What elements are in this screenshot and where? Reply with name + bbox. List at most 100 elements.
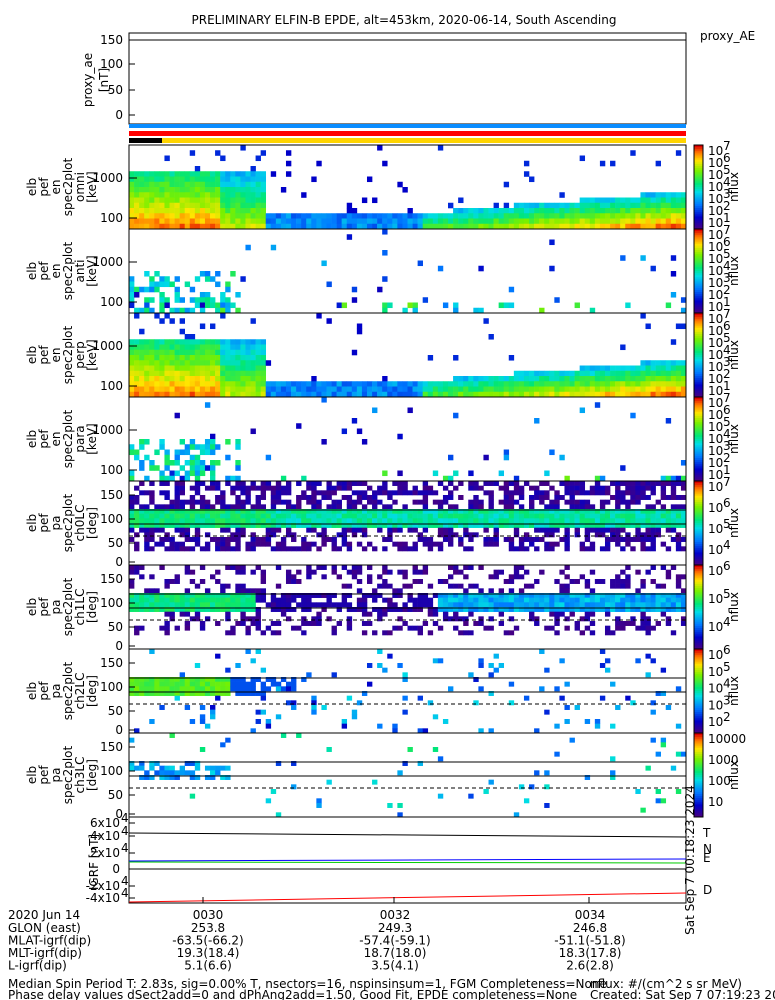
colorbar-step — [694, 504, 703, 507]
colorbar-step — [694, 781, 703, 784]
heatmap-cell — [311, 513, 317, 519]
heatmap-cell — [503, 495, 510, 500]
colorbar-step — [694, 428, 703, 431]
heatmap-cell — [306, 527, 312, 533]
heatmap-cell — [215, 593, 221, 598]
heatmap-cell — [559, 202, 565, 209]
heatmap-cell — [660, 202, 667, 209]
heatmap-cell — [640, 509, 646, 514]
heatmap-cell — [184, 208, 191, 214]
heatmap-cell — [184, 625, 191, 631]
heatmap-cell — [402, 709, 408, 715]
heatmap-cell — [574, 213, 580, 219]
heatmap-cell — [154, 761, 160, 766]
heatmap-cell — [544, 495, 550, 500]
colorbar-step — [694, 191, 703, 194]
heatmap-cell — [159, 349, 165, 356]
colorbar-step — [694, 520, 703, 524]
heatmap-cell — [184, 470, 191, 477]
heatmap-cell — [336, 546, 342, 552]
heatmap-cell — [169, 187, 175, 193]
heatmap-cell — [210, 607, 216, 612]
heatmap-cell — [574, 527, 580, 533]
heatmap-cell — [225, 509, 231, 514]
colorbar-step — [694, 607, 703, 610]
heatmap-cell — [397, 386, 403, 393]
heatmap-cell — [584, 513, 591, 519]
heatmap-cell — [154, 223, 160, 230]
heatmap-cell — [204, 271, 211, 277]
colorbar-step — [694, 439, 703, 442]
heatmap-cell — [387, 653, 393, 659]
heatmap-cell — [179, 386, 185, 393]
heatmap-cell — [321, 386, 327, 393]
heatmap-cell — [437, 509, 444, 514]
heatmap-cell — [204, 597, 211, 603]
heatmap-cell — [220, 499, 226, 505]
heatmap-cell — [645, 370, 651, 377]
heatmap-cell — [199, 187, 206, 193]
heatmap-cell — [210, 513, 216, 519]
heatmap-cell — [134, 686, 140, 692]
heatmap-cell — [549, 546, 555, 552]
heatmap-cell — [210, 593, 216, 598]
heatmap-cell — [169, 775, 175, 780]
heatmap-cell — [488, 518, 494, 524]
heatmap-cell — [453, 593, 459, 598]
heatmap-cell — [189, 593, 196, 598]
heatmap-cell — [422, 499, 429, 505]
heatmap-cell — [645, 513, 651, 519]
heatmap-cell — [559, 495, 565, 500]
colorbar-step — [694, 325, 703, 329]
heatmap-cell — [417, 513, 423, 519]
heatmap-cell — [144, 770, 150, 776]
heatmap-cell — [544, 504, 550, 510]
heatmap-cell — [189, 691, 196, 696]
heatmap-cell — [620, 218, 626, 225]
heatmap-cell — [665, 223, 672, 230]
heatmap-cell — [549, 541, 555, 547]
heatmap-cell — [437, 145, 444, 151]
heatmap-cell — [610, 197, 616, 204]
heatmap-cell — [280, 677, 287, 682]
heatmap-cell — [159, 439, 165, 445]
colorbar-step — [694, 497, 703, 501]
heatmap-cell — [291, 391, 297, 398]
heatmap-cell — [392, 723, 398, 729]
heatmap-cell — [225, 307, 231, 314]
heatmap-cell — [468, 218, 474, 225]
heatmap-cell — [245, 681, 251, 687]
heatmap-cell — [260, 518, 267, 524]
heatmap-cell — [149, 681, 155, 687]
heatmap-cell — [503, 386, 510, 393]
heatmap-cell — [650, 700, 656, 706]
heatmap-cell — [321, 574, 327, 580]
heatmap-cell — [220, 218, 226, 225]
heatmap-cell — [194, 537, 201, 542]
heatmap-cell — [129, 202, 135, 209]
colorbar-step — [694, 688, 703, 692]
heatmap-cell — [169, 765, 175, 771]
heatmap-cell — [139, 481, 145, 486]
heatmap-cell — [280, 475, 287, 482]
heatmap-cell — [422, 504, 429, 510]
heatmap-cell — [574, 705, 580, 710]
heatmap-cell — [508, 495, 515, 500]
heatmap-cell — [625, 583, 631, 589]
heatmap-cell — [402, 504, 408, 510]
heatmap-cell — [594, 527, 601, 533]
heatmap-cell — [225, 381, 231, 387]
heatmap-cell — [169, 611, 175, 617]
colorbar-step — [694, 779, 703, 782]
heatmap-cell — [194, 276, 201, 282]
heatmap-cell — [280, 381, 287, 387]
heatmap-cell — [366, 509, 373, 514]
heatmap-cell — [539, 481, 545, 486]
heatmap-cell — [280, 546, 287, 552]
heatmap-cell — [204, 391, 211, 398]
heatmap-cell — [210, 709, 216, 715]
heatmap-cell — [189, 391, 196, 398]
colorbar-step — [694, 586, 703, 589]
heatmap-cell — [265, 798, 272, 804]
heatmap-cell — [240, 602, 246, 608]
